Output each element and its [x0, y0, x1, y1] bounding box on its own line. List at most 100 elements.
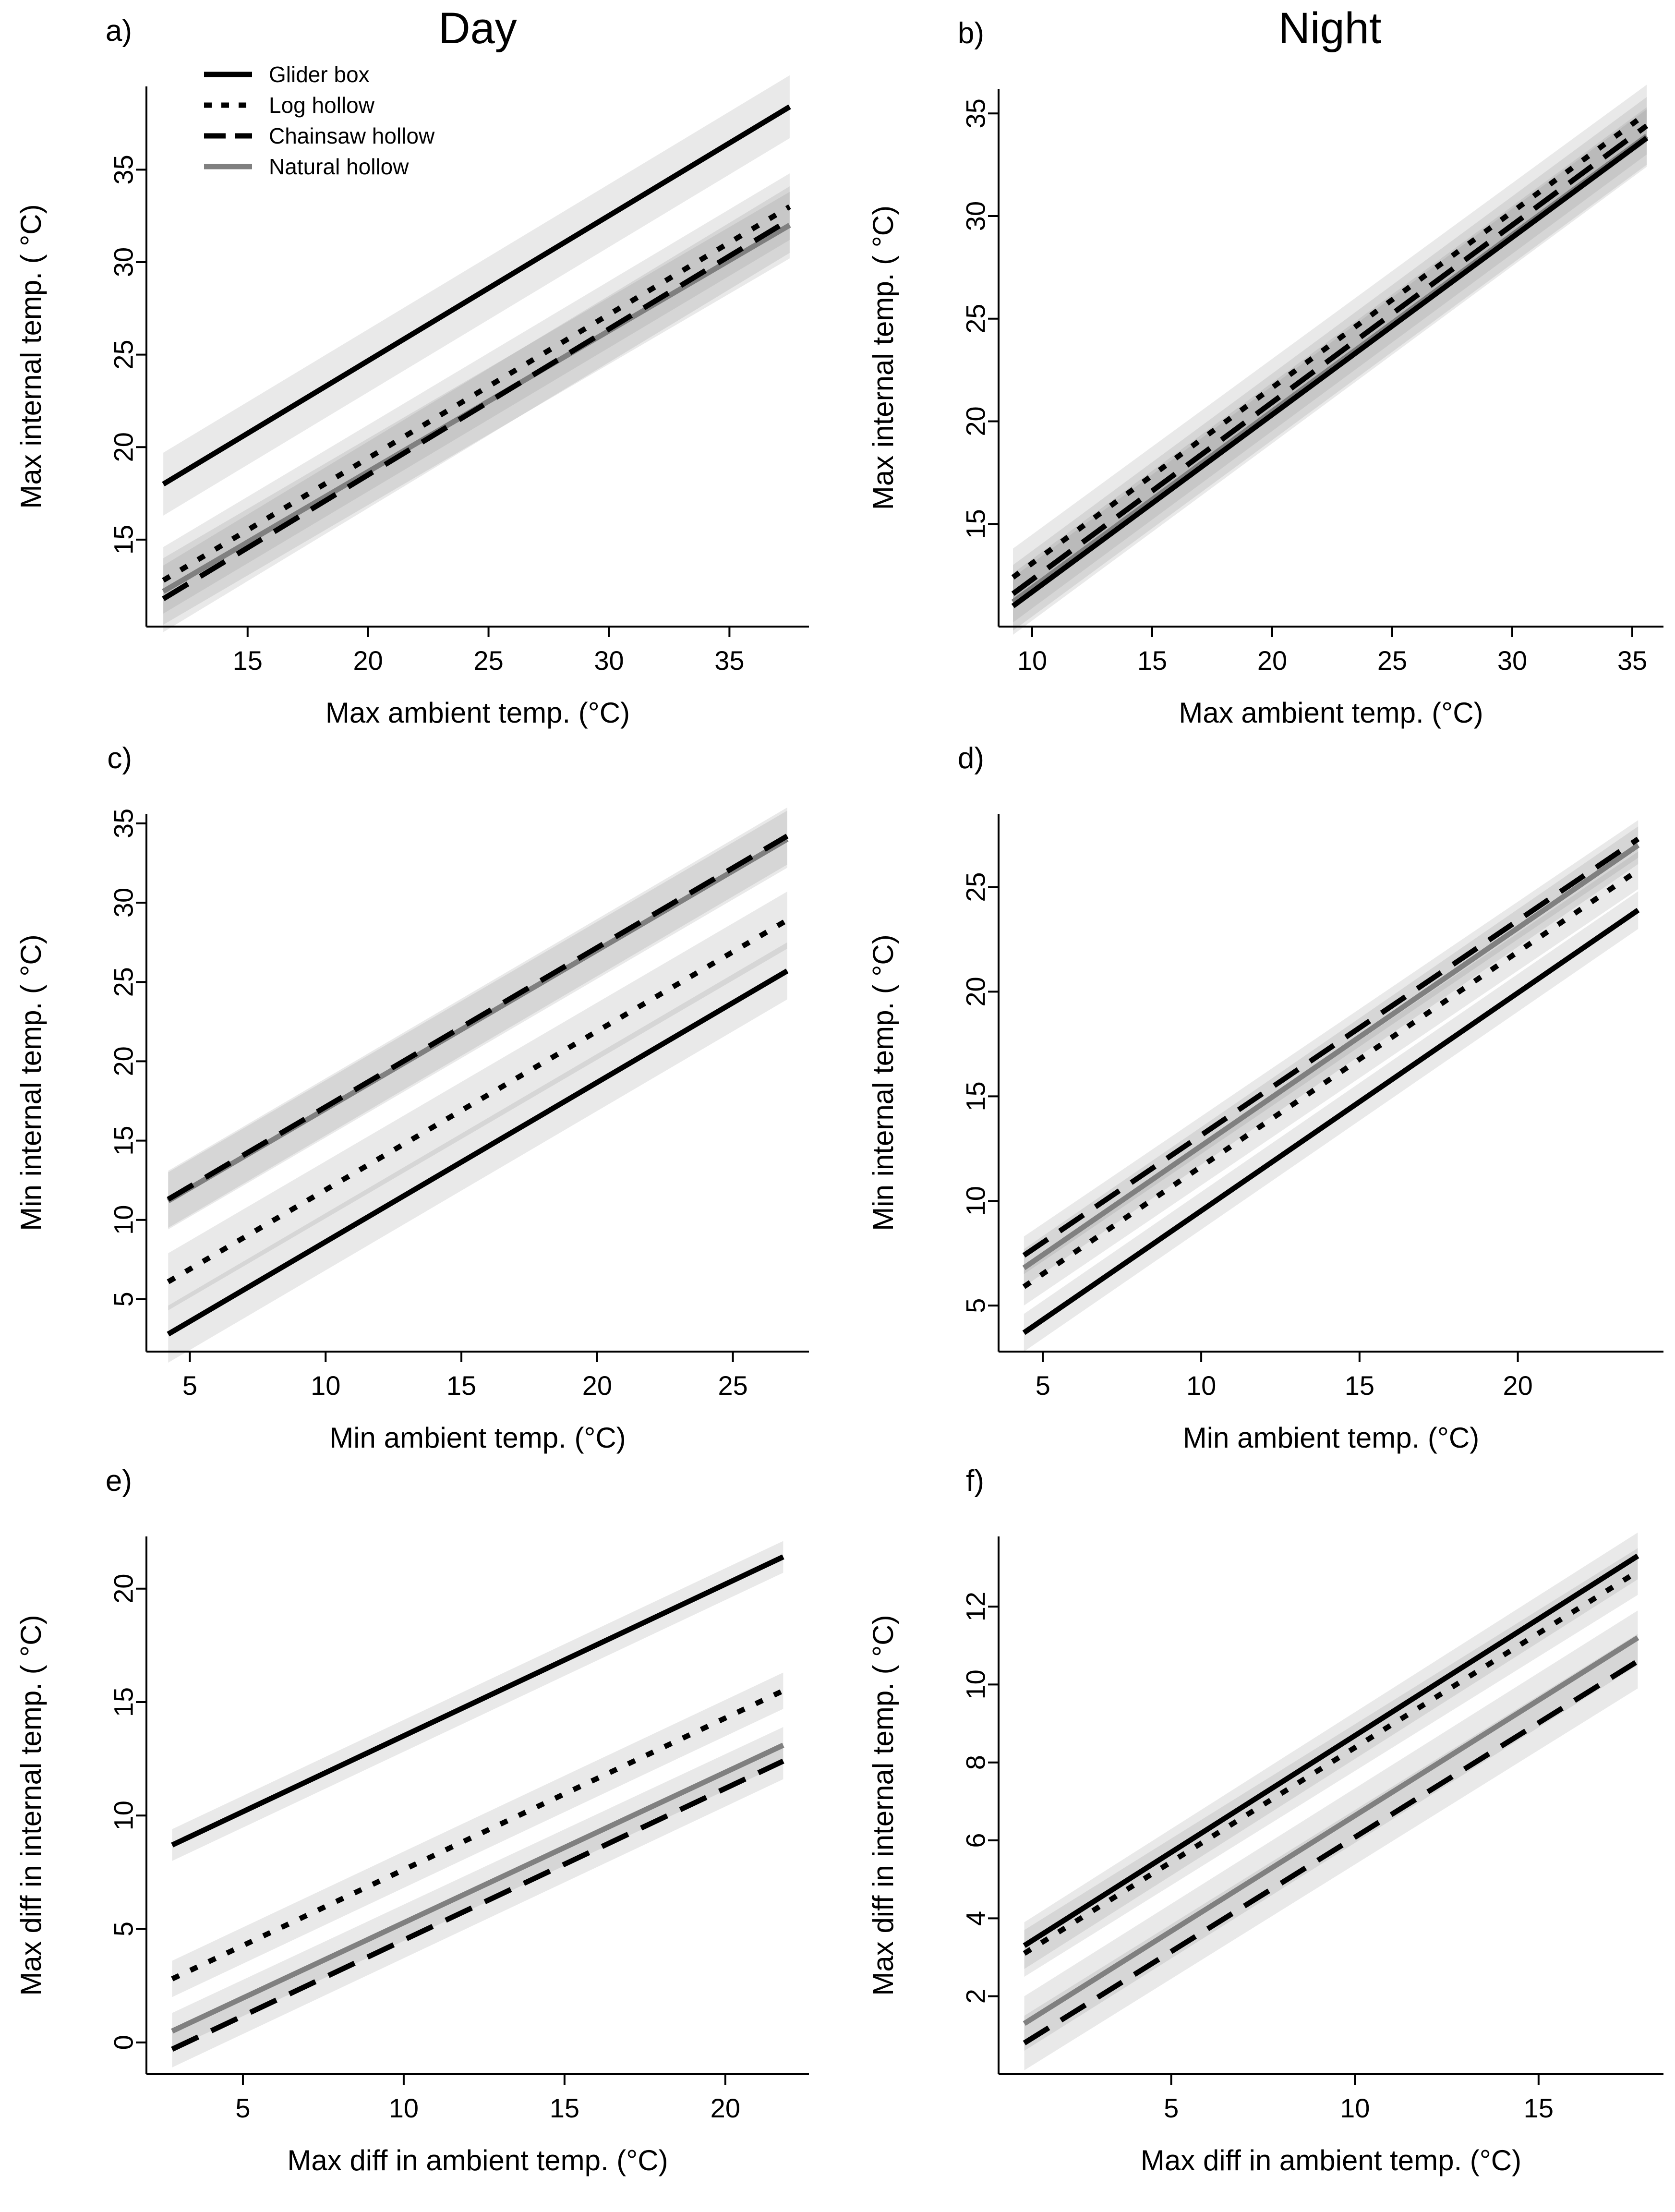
panel-c: 5 10 15 20 25 5 10 15 20 25 30 35 Min ambient temp. … [15, 742, 809, 1454]
y-tick-label: 12 [961, 1592, 991, 1621]
y-tick-label: 5 [961, 1298, 991, 1313]
y-tick-label: 4 [961, 1911, 991, 1926]
series-line-glider-box [167, 968, 789, 1337]
y-tick-label: 35 [961, 98, 991, 128]
x-tick-label: 25 [1377, 645, 1407, 676]
x-tick-label: 5 [182, 1370, 197, 1401]
ci-band-chainsaw-hollow [172, 1743, 783, 2067]
x-tick-label: 5 [1036, 1370, 1050, 1401]
legend-entry-natural-hollow: Natural hollow [204, 154, 409, 179]
panel-b: 10 15 20 25 30 35 15 20 25 30 35 Max ambient temp. … [867, 17, 1663, 729]
series-line-glider-box [1011, 136, 1649, 608]
panel-letter: d) [958, 742, 984, 775]
x-tick-label: 15 [446, 1370, 476, 1401]
y-tick-label: 25 [108, 339, 139, 369]
x-tick-label: 15 [1137, 645, 1167, 676]
x-tick-label: 10 [311, 1370, 340, 1401]
panel-letter: e) [106, 1464, 132, 1498]
y-tick-label: 25 [961, 872, 991, 902]
y-axis-label: Max internal temp. ( °C) [867, 205, 899, 510]
series-line-natural-hollow [171, 1742, 784, 2034]
y-axis-label: Max internal temp. ( °C) [15, 204, 47, 508]
x-tick-label: 30 [594, 645, 624, 676]
series-line-glider-box [162, 104, 791, 487]
legend-label: Log hollow [269, 93, 375, 118]
x-tick-label: 35 [714, 645, 744, 676]
x-tick-label: 20 [1503, 1370, 1532, 1401]
panel-letter: b) [958, 17, 984, 50]
series-line-natural-hollow [1023, 1635, 1639, 2026]
x-tick-label: 20 [353, 645, 383, 676]
series-line-glider-box [171, 1554, 784, 1848]
y-tick-label: 5 [108, 1292, 139, 1306]
x-tick-label: 10 [1186, 1370, 1216, 1401]
y-tick-label: 15 [108, 525, 139, 555]
series-line-natural-hollow [1022, 843, 1640, 1270]
x-tick-label: 15 [233, 645, 263, 676]
x-tick-label: 5 [1164, 2093, 1179, 2123]
y-tick-label: 10 [961, 1186, 991, 1216]
y-tick-label: 2 [961, 1989, 991, 2004]
x-tick-label: 10 [1017, 645, 1047, 676]
x-tick-label: 15 [550, 2093, 579, 2123]
y-tick-label: 15 [961, 1081, 991, 1111]
ci-band-log-hollow [1024, 851, 1639, 1306]
y-tick-label: 35 [108, 809, 139, 838]
y-tick-label: 25 [108, 967, 139, 997]
legend-entry-glider-box: Glider box [204, 62, 370, 87]
x-tick-label: 10 [389, 2093, 419, 2123]
panel-letter: f) [966, 1464, 984, 1498]
y-tick-label: 15 [108, 1125, 139, 1155]
series-line-glider-box [1022, 907, 1640, 1335]
y-axis-label: Min internal temp. ( °C) [15, 934, 47, 1231]
series-line-log-hollow [1022, 868, 1640, 1289]
x-tick-label: 25 [718, 1370, 747, 1401]
panel-f: 5 10 15 2 4 6 8 10 12 Max diff in ambient temp. (… [867, 1464, 1663, 2176]
y-tick-label: 20 [961, 406, 991, 436]
x-axis-label: Max ambient temp. (°C) [1179, 697, 1483, 729]
series-line-chainsaw-hollow [1022, 836, 1640, 1258]
x-tick-label: 5 [235, 2093, 250, 2123]
x-tick-label: 30 [1497, 645, 1527, 676]
panel-letter: c) [107, 742, 132, 775]
column-title-night: Night [1278, 4, 1382, 53]
x-tick-label: 20 [582, 1370, 612, 1401]
ci-band-log-hollow [168, 891, 787, 1311]
x-tick-label: 15 [1345, 1370, 1374, 1401]
y-tick-label: 15 [961, 509, 991, 539]
series-line-chainsaw-hollow [162, 217, 791, 601]
series-line-chainsaw-hollow [171, 1758, 784, 2052]
y-tick-label: 25 [961, 304, 991, 334]
x-tick-label: 35 [1617, 645, 1647, 676]
y-tick-label: 10 [108, 1801, 139, 1830]
y-tick-label: 6 [961, 1833, 991, 1848]
panel-d: 5 10 15 20 5 10 15 20 25 Min ambient temp. (°C) Mi… [867, 742, 1663, 1454]
y-tick-label: 8 [961, 1755, 991, 1770]
series-line-log-hollow [162, 204, 791, 583]
y-tick-label: 10 [108, 1205, 139, 1235]
x-tick-label: 20 [711, 2093, 740, 2123]
y-tick-label: 0 [108, 2035, 139, 2050]
series-line-chainsaw-hollow [167, 834, 789, 1202]
legend-label: Glider box [269, 62, 370, 87]
x-tick-label: 25 [473, 645, 503, 676]
x-tick-label: 10 [1340, 2093, 1370, 2123]
panel-letter: a) [106, 14, 132, 48]
x-tick-label: 15 [1524, 2093, 1554, 2123]
legend-entry-chainsaw-hollow: Chainsaw hollow [204, 123, 435, 148]
y-tick-label: 20 [961, 977, 991, 1006]
y-tick-label: 20 [108, 1574, 139, 1604]
y-axis-label: Min internal temp. ( °C) [867, 934, 899, 1231]
ci-band-log-hollow [172, 1672, 783, 1997]
x-tick-label: 20 [1257, 645, 1287, 676]
y-tick-label: 30 [961, 201, 991, 231]
x-axis-label: Min ambient temp. (°C) [329, 1422, 626, 1454]
legend: Glider box Log hollow Chainsaw hollow Natur… [204, 62, 435, 179]
series-line-glider-box [1023, 1553, 1639, 1948]
series-line-chainsaw-hollow [1023, 1659, 1639, 2045]
y-tick-label: 15 [108, 1687, 139, 1717]
y-tick-label: 10 [961, 1669, 991, 1699]
y-axis-label: Max diff in internal temp. ( °C) [867, 1615, 899, 1995]
legend-entry-log-hollow: Log hollow [204, 93, 375, 118]
